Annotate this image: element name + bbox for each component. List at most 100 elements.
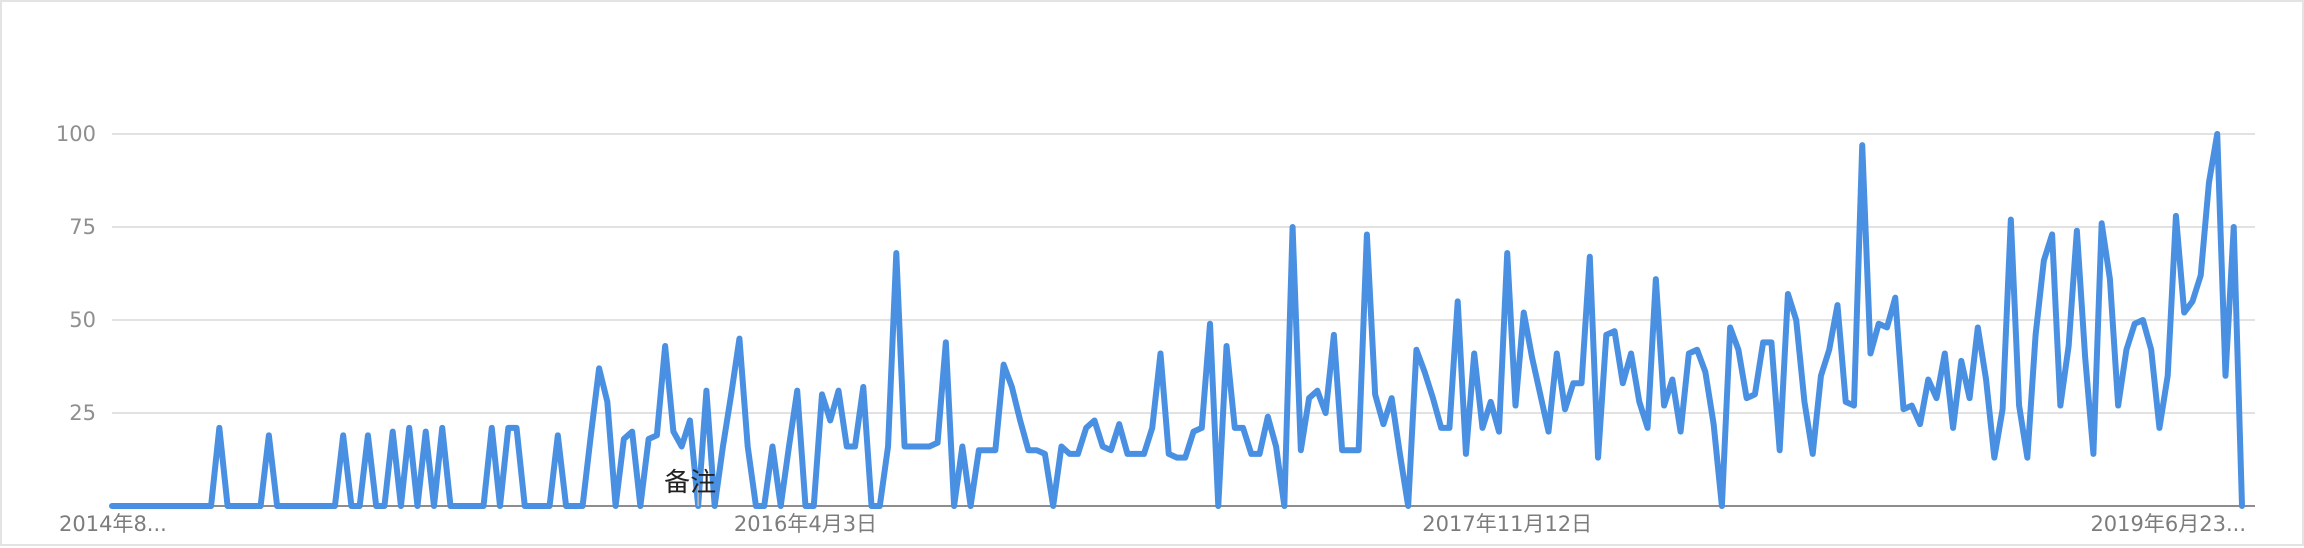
data-point-214[interactable]: [1875, 320, 1883, 328]
data-point-232[interactable]: [2023, 454, 2031, 462]
data-point-151[interactable]: [1355, 446, 1363, 454]
data-point-30[interactable]: [356, 502, 364, 510]
data-point-65[interactable]: [645, 435, 653, 443]
data-point-146[interactable]: [1313, 387, 1321, 395]
data-point-256[interactable]: [2221, 372, 2229, 380]
data-point-82[interactable]: [785, 442, 793, 450]
data-point-213[interactable]: [1866, 349, 1874, 357]
data-point-95[interactable]: [892, 249, 900, 257]
data-point-19[interactable]: [265, 431, 273, 439]
data-point-176[interactable]: [1561, 405, 1569, 413]
data-point-140[interactable]: [1264, 413, 1272, 421]
data-point-104[interactable]: [967, 502, 975, 510]
data-point-2[interactable]: [125, 502, 133, 510]
data-point-28[interactable]: [339, 431, 347, 439]
data-point-116[interactable]: [1066, 450, 1074, 458]
data-point-185[interactable]: [1635, 398, 1643, 406]
data-point-230[interactable]: [2007, 216, 2015, 224]
data-point-49[interactable]: [513, 424, 521, 432]
data-point-165[interactable]: [1470, 349, 1478, 357]
data-point-170[interactable]: [1511, 402, 1519, 410]
data-point-6[interactable]: [158, 502, 166, 510]
data-point-119[interactable]: [1090, 416, 1098, 424]
data-point-241[interactable]: [2098, 219, 2106, 227]
data-point-155[interactable]: [1388, 394, 1396, 402]
data-point-143[interactable]: [1289, 223, 1297, 231]
data-point-190[interactable]: [1677, 428, 1685, 436]
data-point-100[interactable]: [934, 439, 942, 447]
data-point-141[interactable]: [1272, 442, 1280, 450]
data-point-70[interactable]: [686, 416, 694, 424]
data-point-159[interactable]: [1421, 368, 1429, 376]
data-point-167[interactable]: [1487, 398, 1495, 406]
data-point-13[interactable]: [215, 424, 223, 432]
data-point-233[interactable]: [2032, 331, 2040, 339]
data-point-57[interactable]: [579, 502, 587, 510]
data-point-187[interactable]: [1652, 275, 1660, 283]
data-point-253[interactable]: [2197, 271, 2205, 279]
data-point-203[interactable]: [1784, 290, 1792, 298]
data-point-15[interactable]: [232, 502, 240, 510]
data-point-198[interactable]: [1743, 394, 1751, 402]
data-point-64[interactable]: [636, 502, 644, 510]
data-point-123[interactable]: [1123, 450, 1131, 458]
data-point-99[interactable]: [925, 442, 933, 450]
data-point-35[interactable]: [397, 502, 405, 510]
data-point-208[interactable]: [1825, 346, 1833, 354]
data-point-120[interactable]: [1099, 442, 1107, 450]
data-point-131[interactable]: [1190, 428, 1198, 436]
data-point-109[interactable]: [1008, 383, 1016, 391]
data-point-236[interactable]: [2056, 402, 2064, 410]
data-point-74[interactable]: [719, 442, 727, 450]
data-point-227[interactable]: [1982, 376, 1990, 384]
data-point-34[interactable]: [389, 428, 397, 436]
data-point-27[interactable]: [331, 502, 339, 510]
data-point-211[interactable]: [1850, 402, 1858, 410]
data-point-153[interactable]: [1371, 390, 1379, 398]
data-point-97[interactable]: [909, 442, 917, 450]
data-point-182[interactable]: [1611, 327, 1619, 335]
data-point-44[interactable]: [471, 502, 479, 510]
data-point-11[interactable]: [199, 502, 207, 510]
data-point-183[interactable]: [1619, 379, 1627, 387]
data-point-46[interactable]: [488, 424, 496, 432]
data-point-166[interactable]: [1478, 424, 1486, 432]
data-point-60[interactable]: [603, 398, 611, 406]
data-point-207[interactable]: [1817, 372, 1825, 380]
data-point-239[interactable]: [2081, 353, 2089, 361]
data-point-221[interactable]: [1933, 394, 1941, 402]
data-point-85[interactable]: [810, 502, 818, 510]
data-point-136[interactable]: [1231, 424, 1239, 432]
data-point-246[interactable]: [2139, 316, 2147, 324]
data-point-14[interactable]: [224, 502, 232, 510]
data-point-175[interactable]: [1553, 349, 1561, 357]
data-point-162[interactable]: [1445, 424, 1453, 432]
data-point-154[interactable]: [1379, 420, 1387, 428]
data-point-226[interactable]: [1974, 323, 1982, 331]
data-point-66[interactable]: [653, 431, 661, 439]
data-point-122[interactable]: [1115, 420, 1123, 428]
data-point-258[interactable]: [2238, 502, 2246, 510]
data-point-0[interactable]: [108, 502, 116, 510]
data-point-210[interactable]: [1842, 398, 1850, 406]
data-point-142[interactable]: [1280, 502, 1288, 510]
data-point-52[interactable]: [537, 502, 545, 510]
data-point-73[interactable]: [711, 502, 719, 510]
data-point-164[interactable]: [1462, 450, 1470, 458]
data-point-127[interactable]: [1156, 349, 1164, 357]
data-point-150[interactable]: [1346, 446, 1354, 454]
data-point-72[interactable]: [702, 387, 710, 395]
data-point-177[interactable]: [1569, 379, 1577, 387]
data-point-79[interactable]: [760, 502, 768, 510]
data-point-174[interactable]: [1545, 428, 1553, 436]
data-point-63[interactable]: [628, 428, 636, 436]
data-point-45[interactable]: [480, 502, 488, 510]
data-point-145[interactable]: [1305, 394, 1313, 402]
data-point-48[interactable]: [504, 424, 512, 432]
data-point-234[interactable]: [2040, 256, 2048, 264]
data-point-204[interactable]: [1792, 316, 1800, 324]
data-point-212[interactable]: [1858, 141, 1866, 149]
data-point-111[interactable]: [1024, 446, 1032, 454]
data-point-77[interactable]: [744, 442, 752, 450]
data-point-163[interactable]: [1454, 297, 1462, 305]
